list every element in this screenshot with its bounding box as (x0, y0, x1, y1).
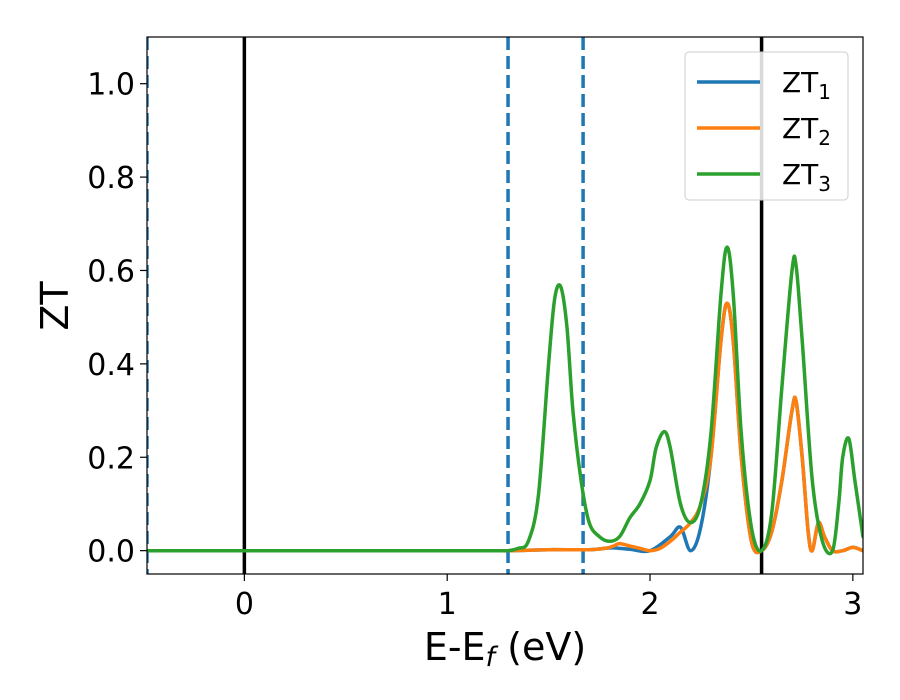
series-line-2 (147, 301, 863, 555)
series-line-1 (147, 301, 863, 555)
x-tick-label: 3 (843, 587, 862, 622)
legend-label-3: ZT3 (782, 158, 831, 196)
y-axis-ticks: 0.0 0.2 0.4 0.6 0.8 1.0 (87, 68, 147, 570)
y-tick-label: 0.6 (87, 254, 135, 289)
y-tick-label: 0.2 (87, 441, 135, 476)
x-axis-ticks: 0 1 2 3 (235, 574, 862, 622)
series-line-3 (147, 245, 863, 556)
x-tick-label: 1 (438, 587, 457, 622)
y-tick-label: 0.0 (87, 535, 135, 570)
y-tick-label: 1.0 (87, 68, 135, 103)
x-tick-label: 0 (235, 587, 254, 622)
series-lines (147, 245, 863, 556)
legend-box (684, 51, 849, 201)
legend-label-1: ZT1 (782, 66, 831, 104)
y-axis-label: ZT (33, 281, 77, 331)
reference-lines (147, 37, 764, 574)
x-axis-label: E-Ef (eV) (424, 625, 586, 673)
plot-frame (146, 36, 864, 575)
legend-label-2: ZT2 (782, 112, 831, 150)
legend: ZT1 ZT2 ZT3 (684, 51, 849, 201)
y-tick-label: 0.8 (87, 161, 135, 196)
x-tick-label: 2 (640, 587, 659, 622)
y-tick-label: 0.4 (87, 348, 135, 383)
